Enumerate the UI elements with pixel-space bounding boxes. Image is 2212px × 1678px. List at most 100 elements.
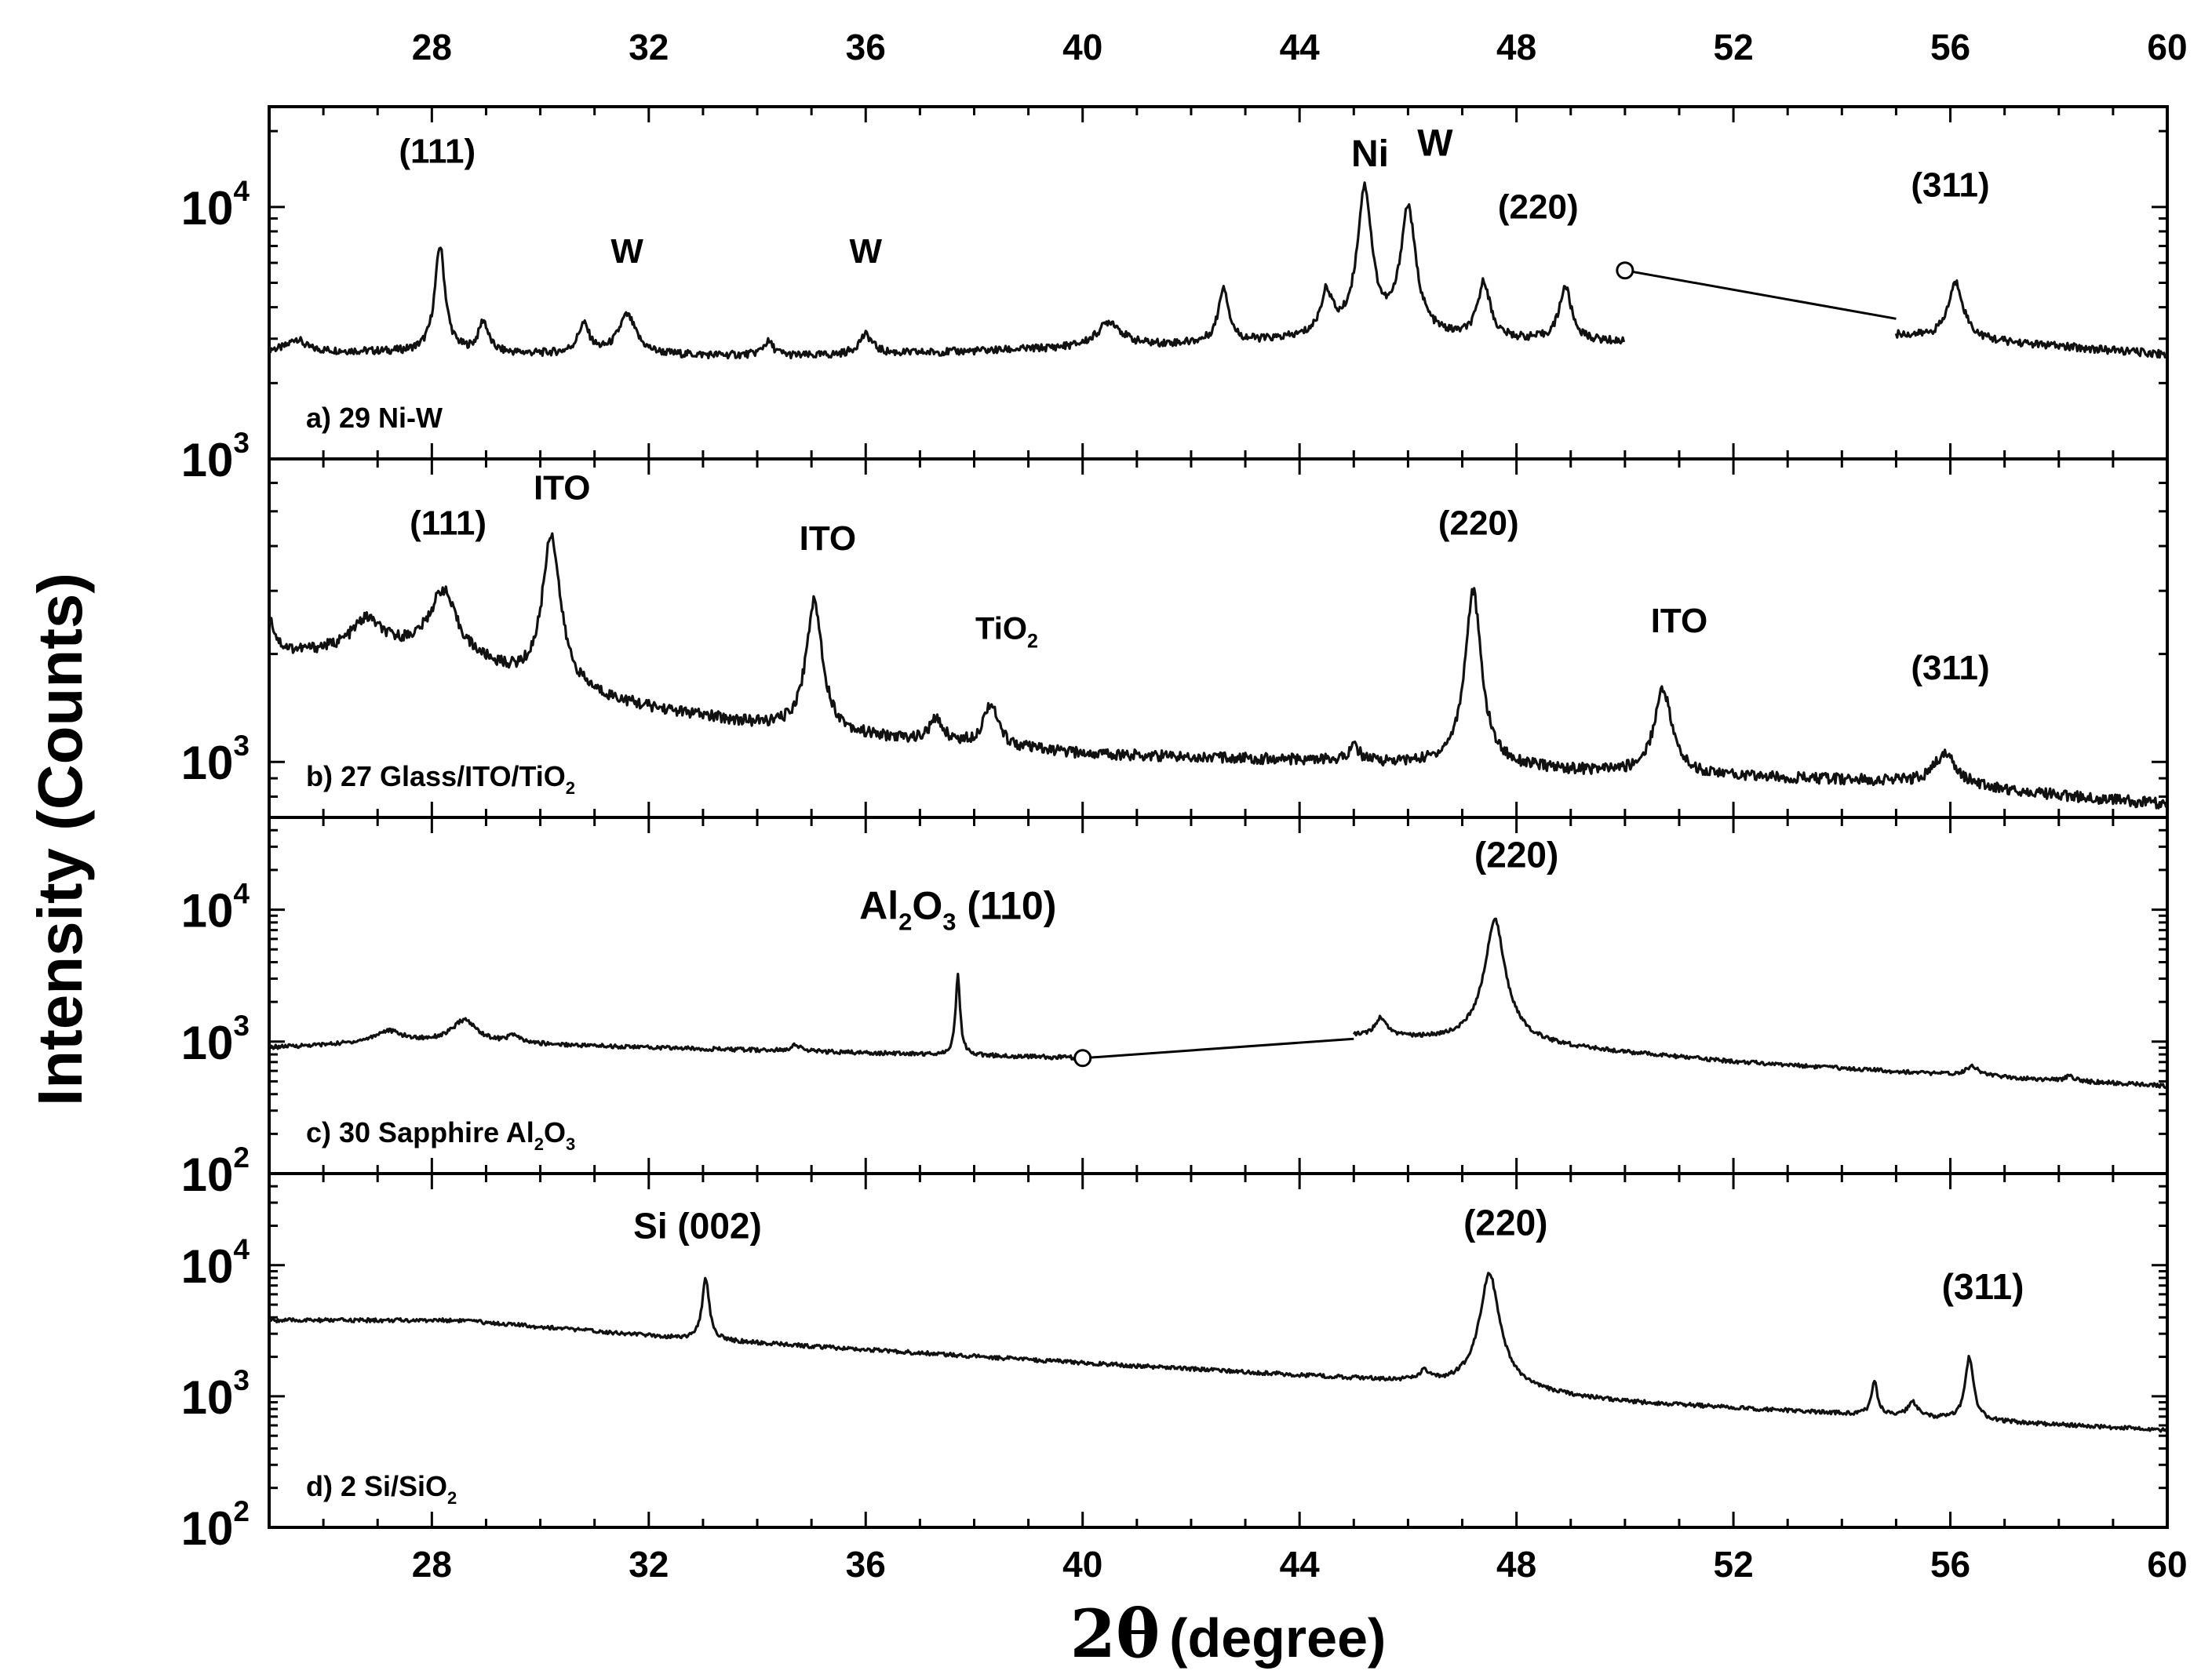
- panel-c-ytick-label-1000-part-0: 10: [181, 1017, 234, 1069]
- panel-d-ytick-label-1000: 103: [181, 1364, 250, 1424]
- panel-b-caption: b) 27 Glass/ITO/TiO2: [306, 760, 575, 798]
- panel-b-annotation-4: (220): [1438, 504, 1519, 543]
- panel-c-ytick-label-1000: 103: [181, 1010, 250, 1069]
- panel-c-annotation-0-part-3: 3: [942, 908, 956, 935]
- panel-c-ytick-label-1000-part-1: 3: [233, 1010, 250, 1042]
- bottom-tick-label-60: 60: [2147, 1544, 2187, 1585]
- panel-b-annotation-2: ITO: [800, 519, 857, 558]
- panel-a-annotation-2-part-0: W: [849, 232, 882, 271]
- panel-d-annotation-2-part-0: (311): [1942, 1266, 2024, 1307]
- top-tick-label-48: 48: [1496, 27, 1536, 67]
- panel-a-gap-connector: [1624, 269, 1897, 320]
- panel-d-frame: [268, 1172, 2169, 1529]
- top-tick-label-56: 56: [1930, 27, 1970, 67]
- panel-a-trace-segment-0: [268, 181, 1626, 360]
- panel-b-annotation-1-part-0: ITO: [534, 469, 591, 508]
- panel-c-annotation-0-part-0: Al: [859, 883, 898, 927]
- panel-c-trace-segment-1: [1352, 917, 2167, 1090]
- panel-b-annotation-0-part-0: (111): [410, 504, 486, 543]
- panel-c-ytick-label-10000: 104: [181, 878, 250, 937]
- panel-c-ytick-label-100-part-1: 2: [233, 1141, 250, 1174]
- panel-c-annotation-0-part-4: (110): [957, 883, 1057, 927]
- panel-d-annotation-1: (220): [1463, 1202, 1547, 1243]
- top-tick-label-28: 28: [412, 27, 452, 67]
- panel-a-annotation-1-part-0: W: [610, 232, 643, 271]
- panel-c-caption: c) 30 Sapphire Al2O3: [306, 1116, 575, 1154]
- panel-a-gap-marker: [1616, 261, 1634, 280]
- panel-d-ytick-label-100: 102: [181, 1495, 250, 1555]
- panel-c-caption-part-1: 2: [534, 1134, 544, 1154]
- bottom-tick-label-40: 40: [1062, 1544, 1102, 1585]
- x-axis-label-unit: (degree): [1169, 1607, 1386, 1669]
- bottom-tick-label-56: 56: [1930, 1544, 1970, 1585]
- panel-d-caption-part-1: 2: [447, 1488, 457, 1508]
- y-axis-label: Intensity (Counts): [25, 573, 95, 1106]
- panel-c-trace-segment-0: [268, 972, 1083, 1061]
- panel-d-ytick-label-100-part-1: 2: [233, 1495, 250, 1527]
- panel-a-annotation-6-part-0: (311): [1911, 166, 1989, 205]
- panel-d-caption-part-0: d) 2 Si/SiO: [306, 1470, 447, 1502]
- panel-d-ytick-label-10000-part-0: 10: [181, 1240, 234, 1293]
- panel-d-annotation-1-part-0: (220): [1463, 1202, 1547, 1243]
- panel-a-annotation-3-part-0: Ni: [1351, 133, 1389, 175]
- panel-a-annotation-3: Ni: [1351, 133, 1389, 175]
- panel-c-annotation-1: (220): [1474, 834, 1558, 875]
- panel-a-ytick-label-1000: 103: [181, 427, 250, 486]
- bottom-tick-label-28: 28: [412, 1544, 452, 1585]
- panel-d-caption: d) 2 Si/SiO2: [306, 1470, 457, 1508]
- x-axis-label: 2θ (degree): [1070, 1595, 1387, 1673]
- panel-b-annotation-3: TiO2: [975, 612, 1038, 653]
- bottom-axis-tick-labels: 28 32 36 40 44 48 52 56 60: [412, 1544, 2188, 1585]
- panel-a-ytick-label-10000-part-0: 10: [181, 182, 234, 235]
- panel-a-caption: a) 29 Ni-W: [306, 402, 443, 434]
- top-tick-label-60: 60: [2147, 27, 2187, 67]
- panel-b-annotation-5-part-0: ITO: [1651, 602, 1708, 640]
- panel-b-annotation-4-part-0: (220): [1438, 504, 1519, 543]
- panel-c-annotation-0-part-1: 2: [898, 908, 912, 935]
- panel-d-annotation-0: Si (002): [633, 1206, 762, 1247]
- panel-a-annotation-1: W: [610, 232, 643, 271]
- panel-a-annotation-0: (111): [399, 132, 476, 170]
- panel-b-annotation-6-part-0: (311): [1911, 649, 1989, 687]
- panel-d-ytick-label-10000-part-1: 4: [233, 1233, 250, 1265]
- panel-d-annotation-0-part-0: Si (002): [633, 1206, 762, 1247]
- panel-a-caption-part-0: a) 29 Ni-W: [306, 402, 443, 434]
- panel-a-annotation-2: W: [849, 232, 882, 271]
- panel-c-annotation-0-part-2: O: [912, 883, 942, 927]
- top-tick-label-40: 40: [1062, 27, 1102, 67]
- panel-c-ytick-label-100: 102: [181, 1141, 250, 1201]
- panel-d-ytick-label-100-part-0: 10: [181, 1502, 234, 1555]
- panel-d-trace-segment-0: [268, 1272, 2167, 1433]
- panel-b-ytick-label-1000: 103: [181, 730, 250, 789]
- panel-d-annotation-2: (311): [1942, 1266, 2024, 1307]
- panel-b-ytick-label-1000-part-1: 3: [233, 730, 250, 762]
- top-axis-tick-labels: 28 32 36 40 44 48 52 56 60: [412, 27, 2188, 67]
- panel-b-trace-segment-0: [268, 532, 2168, 810]
- panel-a-ytick-label-1000-part-0: 10: [181, 434, 234, 486]
- panel-d-ytick-label-1000-part-1: 3: [233, 1364, 250, 1396]
- panel-d-ytick-label-1000-part-0: 10: [181, 1371, 234, 1424]
- bottom-tick-label-44: 44: [1280, 1544, 1321, 1585]
- bottom-tick-label-32: 32: [629, 1544, 669, 1585]
- top-tick-label-44: 44: [1280, 27, 1321, 67]
- panel-a-ytick-label-1000-part-1: 3: [233, 427, 250, 459]
- panel-b-annotation-0: (111): [410, 504, 486, 543]
- panel-a-ytick-label-10000: 104: [181, 175, 250, 235]
- panel-c-ytick-label-10000-part-0: 10: [181, 885, 234, 937]
- panel-c-caption-part-2: O: [544, 1116, 566, 1148]
- panel-b-annotation-3-part-0: TiO: [975, 612, 1027, 646]
- panel-b-annotation-6: (311): [1911, 649, 1989, 687]
- panel-c-caption-part-0: c) 30 Sapphire Al: [306, 1116, 534, 1148]
- panel-b-annotation-3-part-1: 2: [1027, 631, 1038, 653]
- panel-c-caption-part-3: 3: [566, 1134, 575, 1154]
- panel-d-ytick-label-10000: 104: [181, 1233, 250, 1293]
- panel-c-gap-connector: [1082, 1037, 1354, 1060]
- top-tick-label-32: 32: [629, 27, 669, 67]
- panel-b-annotation-5: ITO: [1651, 602, 1708, 640]
- panel-a-annotation-5-part-0: (220): [1498, 188, 1579, 227]
- panel-c-ytick-label-10000-part-1: 4: [233, 878, 250, 910]
